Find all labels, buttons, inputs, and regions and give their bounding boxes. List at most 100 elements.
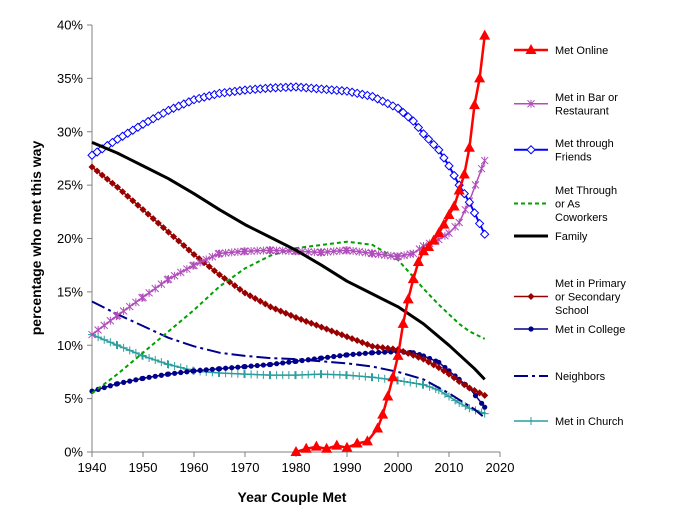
data-point [387, 371, 399, 382]
data-point [342, 246, 350, 255]
x-tick-label: 2020 [486, 460, 515, 475]
data-point [119, 343, 128, 352]
series-met-through-friends [87, 82, 490, 239]
legend-label: Friends [555, 152, 592, 164]
data-point [418, 129, 429, 139]
data-point [482, 404, 488, 410]
data-point [304, 247, 313, 256]
series-line [91, 300, 486, 419]
data-point [140, 375, 146, 381]
data-point [394, 252, 402, 261]
data-point [119, 188, 127, 196]
data-point [438, 218, 450, 229]
data-point [209, 366, 215, 372]
data-point [170, 362, 179, 371]
data-point [443, 209, 455, 220]
legend-label: School [555, 305, 589, 317]
data-point [404, 349, 412, 357]
x-tick-label: 1970 [231, 460, 260, 475]
data-point [461, 205, 470, 214]
data-point [152, 373, 158, 379]
data-point [278, 246, 287, 255]
legend-label: Neighbors [555, 371, 606, 383]
data-point [277, 307, 285, 315]
x-tick-label: 1950 [129, 460, 158, 475]
series-met-through-or-as-coworkers [91, 240, 486, 395]
data-point [170, 271, 179, 280]
data-point [205, 263, 213, 271]
legend-label: or As [555, 199, 581, 211]
legend-label: Met in Primary [555, 278, 626, 290]
data-point [293, 358, 299, 364]
data-point [175, 237, 183, 245]
data-point [323, 325, 331, 333]
data-point [196, 258, 204, 267]
data-point [344, 352, 350, 358]
data-point [127, 378, 133, 384]
data-point [428, 139, 439, 150]
data-point [310, 440, 322, 451]
y-axis-title: percentage who met this way [28, 141, 44, 336]
data-point [363, 340, 371, 348]
data-point [119, 307, 128, 316]
data-point [106, 338, 115, 347]
data-point [382, 349, 388, 355]
data-point [121, 379, 127, 385]
data-point [455, 378, 463, 386]
data-point [444, 161, 454, 171]
data-point [358, 338, 366, 346]
data-point [290, 446, 302, 456]
data-point [407, 273, 419, 284]
data-point [267, 361, 274, 368]
data-point [423, 134, 434, 144]
data-point [146, 374, 152, 380]
data-point [234, 247, 242, 256]
data-point [223, 365, 229, 371]
data-point [145, 353, 154, 362]
data-point [282, 309, 290, 317]
data-point [329, 247, 338, 256]
data-point [414, 353, 422, 361]
data-point [124, 192, 132, 200]
data-point [185, 246, 193, 254]
data-point [151, 284, 160, 293]
data-point [351, 437, 363, 448]
data-point [241, 289, 249, 297]
data-point [256, 297, 264, 305]
x-tick-label: 2010 [435, 460, 464, 475]
data-point [94, 333, 103, 342]
data-point [412, 379, 421, 388]
data-point [393, 103, 403, 113]
legend-item-family: Family [514, 231, 588, 243]
data-point [433, 227, 445, 238]
data-point [474, 218, 485, 229]
data-point [229, 365, 235, 371]
legend-label: Met in College [555, 324, 625, 336]
data-point [425, 382, 434, 391]
data-point [241, 247, 249, 256]
data-point [430, 361, 438, 369]
data-point [287, 311, 295, 319]
data-point [246, 292, 254, 300]
data-point [190, 251, 198, 259]
data-point [236, 285, 244, 293]
series-line [91, 333, 485, 415]
series-neighbors [91, 300, 486, 419]
data-point [157, 358, 166, 367]
data-point [305, 357, 311, 363]
chart-series [87, 29, 491, 456]
data-point [302, 317, 310, 325]
data-point [435, 364, 443, 372]
data-point [350, 351, 356, 357]
data-point [469, 99, 480, 110]
legend-marker [528, 326, 534, 332]
data-point [259, 246, 268, 255]
data-point [159, 224, 167, 232]
data-point [474, 72, 486, 83]
data-point [448, 200, 460, 211]
data-point [134, 201, 142, 209]
data-point [409, 249, 418, 258]
data-point [107, 383, 113, 389]
data-point [374, 374, 383, 383]
